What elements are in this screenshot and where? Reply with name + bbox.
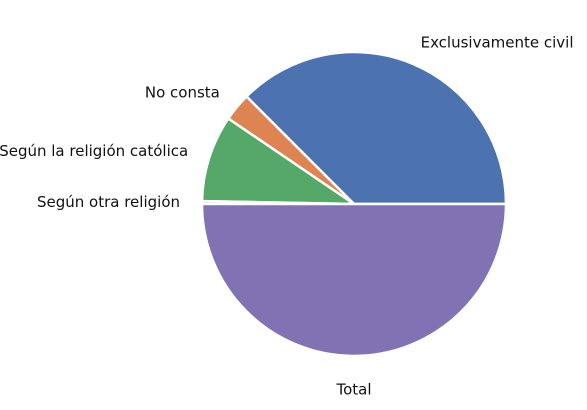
slice-label-0: Exclusivamente civil [421, 34, 574, 52]
slices-layer [200, 50, 508, 358]
slice-label-3: Según otra religión [37, 193, 180, 211]
slice-label-4: Total [335, 381, 371, 399]
pie-slice-4 [200, 202, 508, 358]
pie-slice-0 [245, 50, 508, 206]
slice-label-1: No consta [145, 84, 220, 102]
slice-label-2: Según la religión católica [0, 142, 188, 160]
labels-layer: Exclusivamente civil No consta Según la re… [0, 34, 574, 399]
pie-slice-2 [200, 117, 356, 206]
